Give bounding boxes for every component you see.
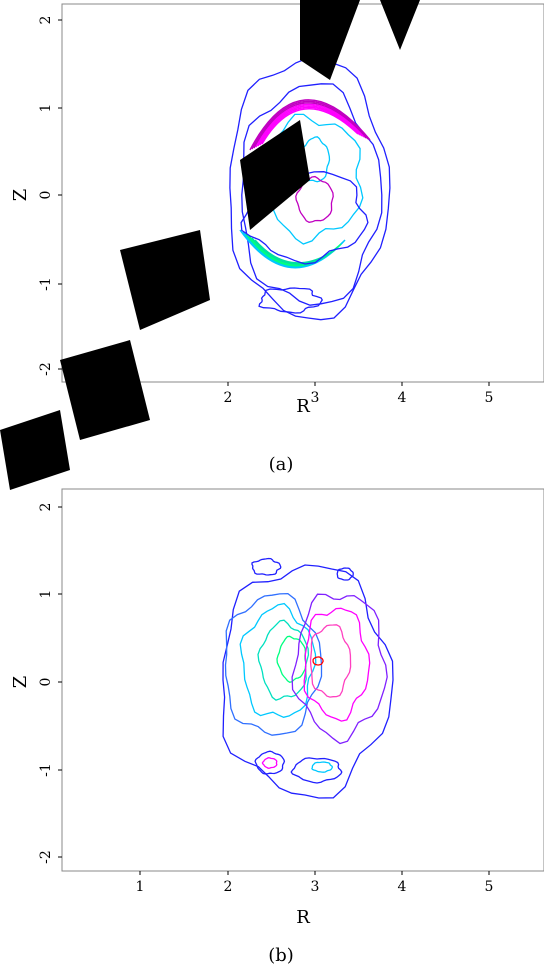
x-axis-title-b: R [296, 907, 310, 928]
contour-line [312, 656, 324, 666]
y-tick-label: -2 [38, 362, 54, 376]
x-axis-ticks-b: 1 2 3 4 5 [136, 871, 494, 895]
x-tick-label: 4 [398, 390, 407, 406]
contour-line [222, 564, 394, 799]
y-tick-label: 2 [38, 16, 54, 25]
contour-line [229, 57, 391, 321]
y-tick-label: 1 [38, 104, 54, 113]
contour-line [295, 175, 334, 223]
y-tick-label: 0 [38, 191, 54, 200]
contour-line [245, 233, 342, 267]
contour-lines-a [229, 57, 391, 321]
y-axis-title-b: Z [10, 676, 31, 689]
contour-line [300, 136, 331, 183]
y-axis-ticks-a: 2 1 0 -1 -2 [38, 16, 62, 376]
contour-line [254, 239, 336, 264]
plot-frame-b [61, 488, 544, 872]
contour-line [242, 231, 344, 268]
contour-line [303, 607, 371, 722]
caption-b: (b) [268, 945, 294, 966]
y-tick-label: -1 [38, 277, 54, 291]
contour-line [258, 287, 323, 314]
contour-line [261, 757, 278, 769]
y-axis-ticks-b: 2 1 0 -1 -2 [38, 503, 62, 864]
y-tick-label: 2 [38, 503, 54, 512]
contour-line [336, 567, 354, 581]
contour-line [239, 602, 317, 718]
x-tick-label: 3 [311, 879, 320, 895]
contour-plot-a: 1 2 3 4 5 2 1 0 -1 -2 R Z (a) [10, 3, 544, 475]
x-tick-label: 5 [485, 390, 494, 406]
x-tick-label: 2 [224, 390, 233, 406]
contour-lines-b [222, 557, 394, 799]
contour-line [224, 592, 323, 736]
contour-line [276, 635, 307, 684]
contour-line [290, 757, 343, 784]
x-tick-label: 4 [398, 879, 407, 895]
x-tick-label: 1 [136, 390, 145, 406]
x-axis-title-a: R [296, 396, 310, 417]
contour-line [309, 624, 352, 698]
y-tick-label: 1 [38, 590, 54, 599]
caption-a: (a) [269, 454, 294, 475]
contour-plot-b: 1 2 3 4 5 2 1 0 -1 -2 R Z (b) [10, 488, 544, 966]
y-tick-label: 0 [38, 678, 54, 687]
y-tick-label: -2 [38, 850, 54, 864]
x-tick-label: 5 [485, 879, 494, 895]
contour-line [291, 593, 388, 745]
x-tick-label: 1 [136, 879, 145, 895]
y-tick-label: -1 [38, 763, 54, 777]
contour-line [311, 761, 334, 773]
figure-panel-b: 1 2 3 4 5 2 1 0 -1 -2 R Z (b) [0, 485, 544, 969]
x-tick-label: 2 [224, 879, 233, 895]
x-tick-label: 3 [311, 390, 320, 406]
y-axis-title-a: Z [10, 189, 31, 202]
figure-panel-a: 1 2 3 4 5 2 1 0 -1 -2 R Z (a) [0, 0, 544, 485]
x-axis-ticks-a: 1 2 3 4 5 [136, 382, 494, 406]
contour-line [254, 750, 286, 775]
contour-line [251, 557, 282, 576]
